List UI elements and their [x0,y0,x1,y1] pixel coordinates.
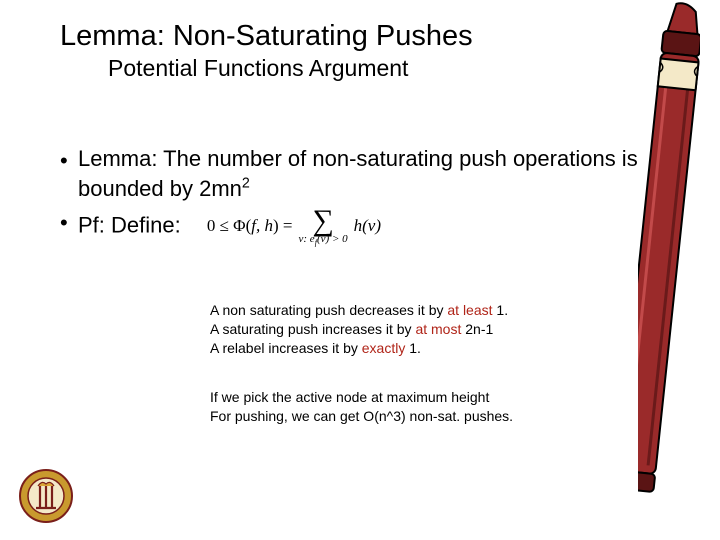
slide-subtitle: Potential Functions Argument [108,55,660,82]
emphasis-at-most: at most [415,321,461,337]
note-line-1: A non saturating push decreases it by at… [210,301,660,320]
crayon-icon [638,0,700,540]
bullet-text: Lemma: The number of non-saturating push… [78,144,660,203]
note-line-5: For pushing, we can get O(n^3) non-sat. … [210,407,660,426]
lemma-text: Lemma: The number of non-saturating push… [78,146,638,201]
bullet-proof: • Pf: Define: 0 ≤ Φ(f, h) = ∑ v: ef(v) >… [60,206,660,247]
lemma-exponent: 2 [242,176,250,192]
formula-lhs: 0 ≤ Φ(f, h) = [207,215,293,238]
emphasis-at-least: at least [447,302,492,318]
sum-symbol: ∑ v: ef(v) > 0 [299,206,348,247]
emphasis-exactly: exactly [362,340,406,356]
note-line-2: A saturating push increases it by at mos… [210,320,660,339]
slide-title: Lemma: Non-Saturating Pushes [60,20,660,53]
bullet-text: Pf: Define: 0 ≤ Φ(f, h) = ∑ v: ef(v) > 0… [78,206,660,247]
formula-rhs: h(v) [354,215,381,238]
bullet-lemma: • Lemma: The number of non-saturating pu… [60,144,660,203]
bullet-marker: • [60,208,78,238]
slide-body: • Lemma: The number of non-saturating pu… [60,144,660,247]
potential-formula: 0 ≤ Φ(f, h) = ∑ v: ef(v) > 0 h(v) [207,206,381,247]
bullet-marker: • [60,146,78,176]
note-line-3: A relabel increases it by exactly 1. [210,339,660,358]
fsu-seal-icon [18,468,74,524]
proof-label: Pf: Define: [78,212,181,237]
note-line-4: If we pick the active node at maximum he… [210,388,660,407]
notes-block: A non saturating push decreases it by at… [210,301,660,425]
slide: Lemma: Non-Saturating Pushes Potential F… [0,0,720,540]
